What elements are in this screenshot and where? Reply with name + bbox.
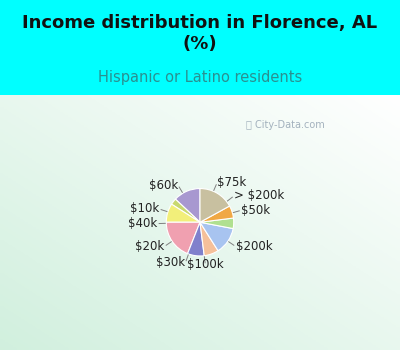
Text: > $200k: > $200k	[234, 189, 284, 202]
Wedge shape	[188, 222, 204, 256]
Text: $20k: $20k	[135, 240, 164, 253]
Text: Hispanic or Latino residents: Hispanic or Latino residents	[98, 70, 302, 85]
Text: $40k: $40k	[128, 217, 157, 230]
Wedge shape	[200, 222, 218, 256]
Wedge shape	[200, 218, 234, 229]
Wedge shape	[166, 204, 200, 222]
Text: $200k: $200k	[236, 240, 272, 253]
Text: $30k: $30k	[156, 256, 186, 269]
Text: $100k: $100k	[187, 258, 224, 271]
Wedge shape	[200, 189, 230, 222]
Wedge shape	[166, 222, 200, 254]
Wedge shape	[176, 189, 200, 222]
Wedge shape	[200, 206, 234, 222]
Text: $60k: $60k	[149, 179, 178, 192]
Text: $10k: $10k	[130, 203, 159, 216]
Wedge shape	[200, 222, 233, 251]
Text: $75k: $75k	[217, 176, 246, 189]
Text: Income distribution in Florence, AL
(%): Income distribution in Florence, AL (%)	[22, 14, 378, 53]
Text: ⓘ City-Data.com: ⓘ City-Data.com	[246, 120, 325, 130]
Wedge shape	[172, 199, 200, 222]
Text: $50k: $50k	[241, 204, 270, 217]
